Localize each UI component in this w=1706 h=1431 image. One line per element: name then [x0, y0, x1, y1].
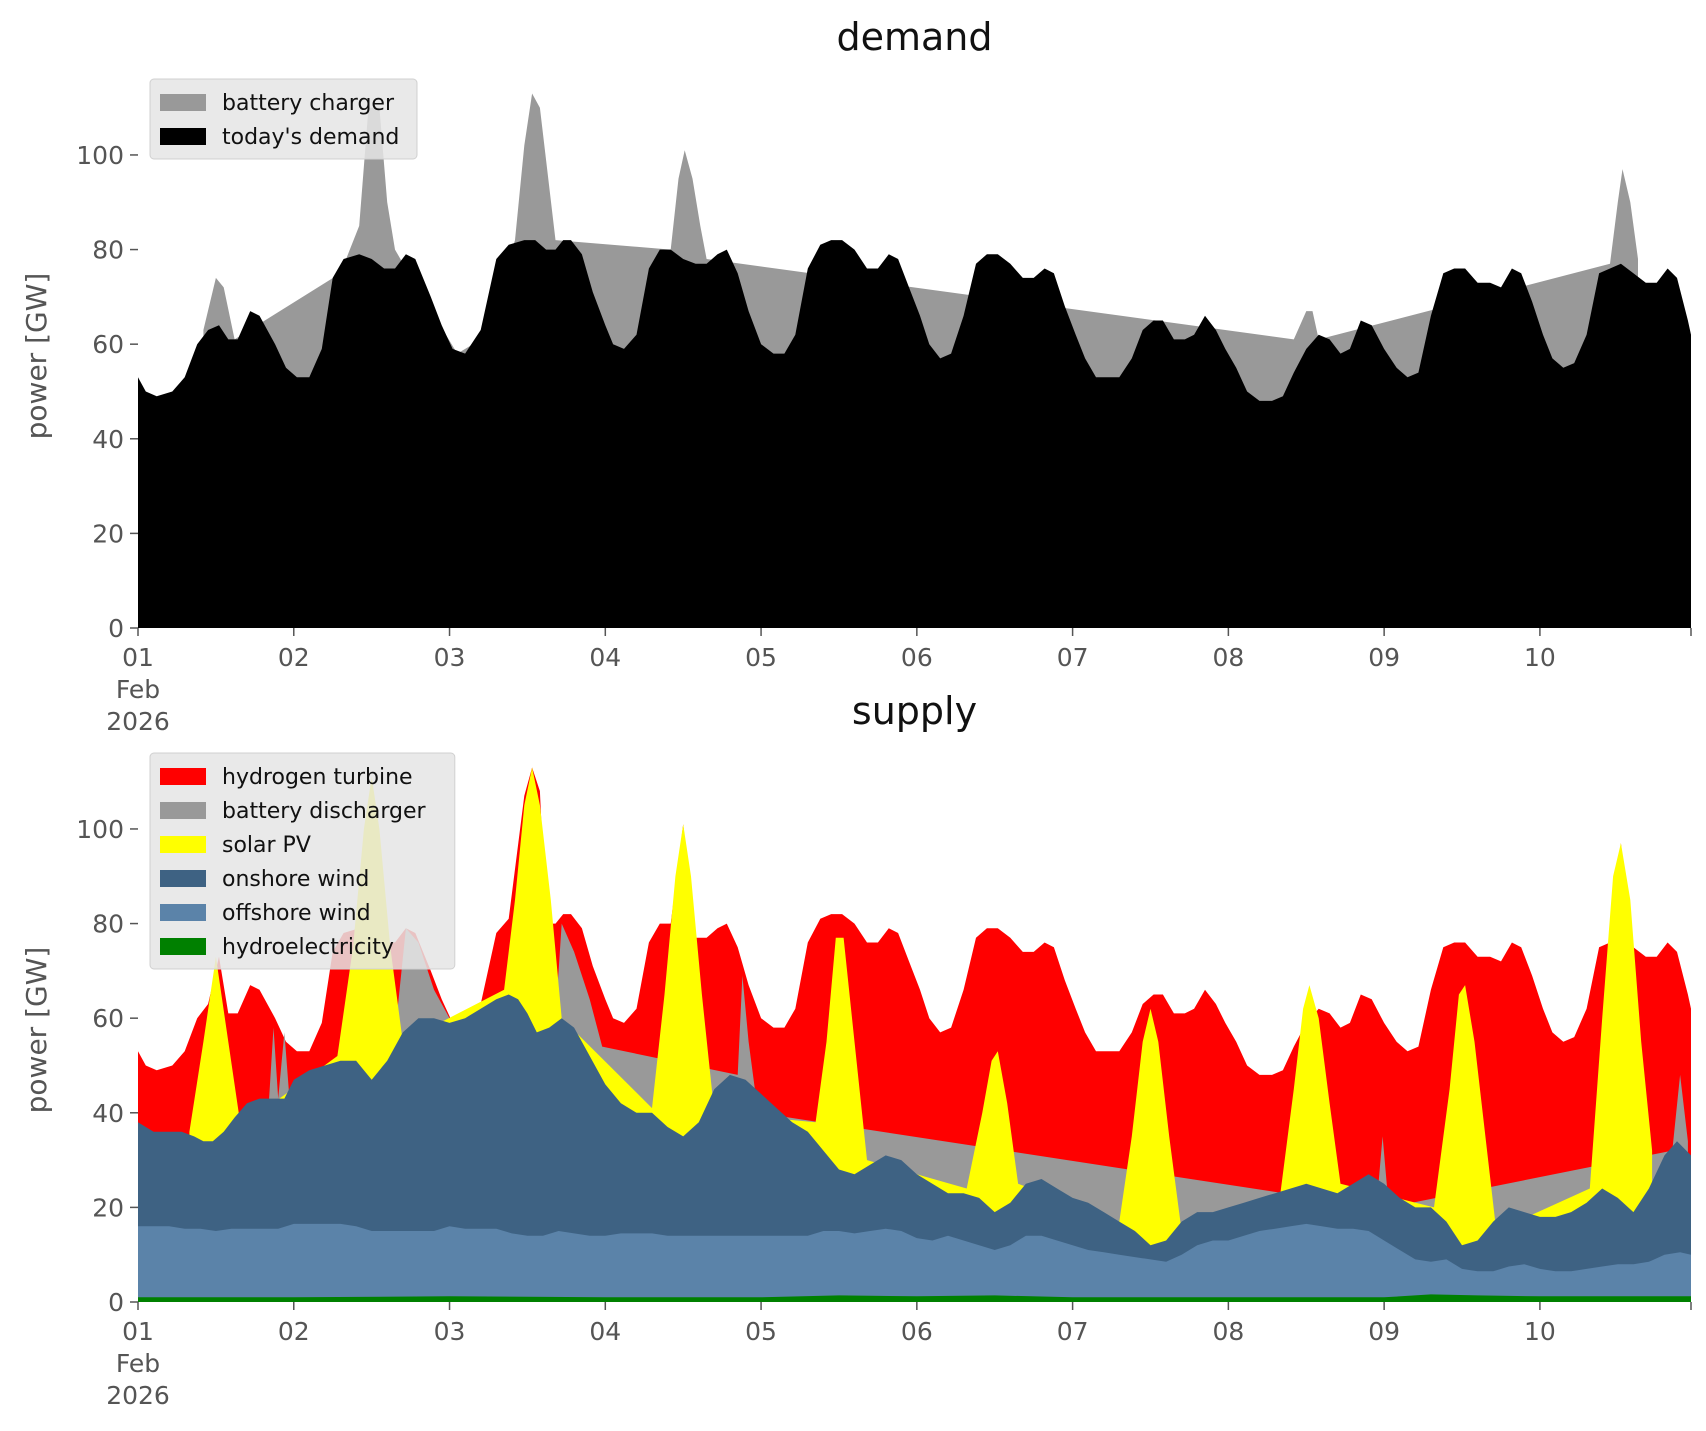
legend-label-battery-charger: battery charger [222, 91, 395, 116]
y-tick-label: 100 [76, 141, 124, 170]
legend-label-solar-pv: solar PV [222, 833, 311, 858]
x-tick-label: 02 [278, 1317, 310, 1346]
legend-frame [149, 752, 456, 970]
y-tick-label: 20 [92, 519, 124, 548]
x-tick-label: 10 [1524, 643, 1556, 672]
demand-title: demand [836, 15, 992, 59]
x-tick-label: 08 [1212, 1317, 1244, 1346]
x-tick-label: 06 [901, 643, 933, 672]
supply-panel: supply 0 20 40 60 80 100 power [GW] 01 Feb 2026 02 0… [20, 689, 1692, 1410]
x-tick-label: 02 [278, 643, 310, 672]
area-today-s-demand [138, 240, 1691, 628]
legend-swatch-battery-discharger [160, 802, 206, 819]
area-hydroelectricity [138, 1294, 1691, 1302]
y-axis-label: power [GW] [20, 273, 53, 440]
area-offshore-wind [138, 1223, 1691, 1302]
legend: battery charger today's demand [149, 78, 418, 160]
legend-label-battery-discharger: battery discharger [222, 799, 427, 824]
legend-label-hydroelectricity: hydroelectricity [222, 935, 394, 960]
legend-label-today-s-demand: today's demand [222, 125, 399, 150]
legend-swatch-hydroelectricity [160, 938, 206, 955]
x-tick-label: 09 [1368, 1317, 1400, 1346]
x-tick-label: 09 [1368, 643, 1400, 672]
y-tick-label: 0 [108, 1288, 124, 1317]
x-tick-label: 06 [901, 1317, 933, 1346]
legend-swatch-hydrogen-turbine [160, 768, 206, 785]
y-tick-label: 0 [108, 614, 124, 643]
x-tick-label: 07 [1057, 1317, 1089, 1346]
y-tick-label: 80 [92, 910, 124, 939]
y-tick-label: 60 [92, 1004, 124, 1033]
x-tick-label: 05 [745, 1317, 777, 1346]
x-tick-label: 04 [589, 643, 621, 672]
x-tick-sublabel: Feb [116, 1349, 160, 1378]
legend-label-offshore-wind: offshore wind [222, 901, 371, 926]
supply-title: supply [852, 689, 977, 733]
legend-swatch-onshore-wind [160, 870, 206, 887]
x-tick-label: 10 [1524, 1317, 1556, 1346]
x-tick-label: 03 [434, 643, 466, 672]
x-tick-sublabel: 2026 [106, 1381, 170, 1410]
x-tick-sublabel: Feb [116, 675, 160, 704]
x-tick-label: 01 [122, 643, 154, 672]
x-tick-label: 01 [122, 1317, 154, 1346]
y-tick-label: 20 [92, 1193, 124, 1222]
x-tick-label: 04 [589, 1317, 621, 1346]
legend-label-hydrogen-turbine: hydrogen turbine [222, 765, 413, 790]
legend: hydrogen turbine battery discharger solar … [149, 752, 456, 970]
legend-frame [149, 78, 418, 160]
y-axis-label: power [GW] [20, 947, 53, 1114]
y-tick-label: 40 [92, 425, 124, 454]
x-tick-label: 03 [434, 1317, 466, 1346]
legend-label-onshore-wind: onshore wind [222, 867, 369, 892]
y-tick-label: 60 [92, 330, 124, 359]
x-tick-label: 05 [745, 643, 777, 672]
legend-swatch-today-s-demand [160, 128, 206, 145]
demand-panel: demand 0 20 40 60 80 100 power [GW] 01 Feb 2026 02 0… [20, 15, 1692, 736]
y-tick-label: 100 [76, 815, 124, 844]
x-tick-label: 07 [1057, 643, 1089, 672]
y-tick-label: 40 [92, 1099, 124, 1128]
y-tick-label: 80 [92, 236, 124, 265]
x-tick-label: 08 [1212, 643, 1244, 672]
legend-swatch-solar-pv [160, 836, 206, 853]
legend-swatch-offshore-wind [160, 904, 206, 921]
x-tick-sublabel: 2026 [106, 707, 170, 736]
legend-swatch-battery-charger [160, 94, 206, 111]
